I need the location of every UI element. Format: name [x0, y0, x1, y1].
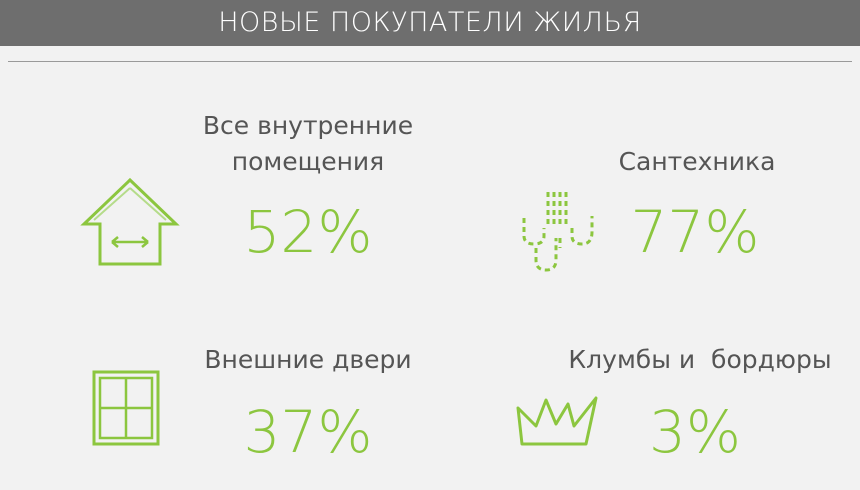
item-label: Клумбы и бордюры: [568, 345, 832, 374]
item-label: Внешние двери: [204, 345, 412, 374]
window-icon: [92, 370, 160, 446]
item-value: 77%: [630, 198, 760, 266]
item-value: 52%: [243, 198, 373, 266]
divider: [8, 61, 852, 62]
item-label: Все внутренние помещения: [202, 111, 422, 176]
item-value: 3%: [648, 398, 741, 466]
grass-icon: [516, 396, 598, 446]
house-icon: [80, 177, 180, 266]
shower-icon: [522, 192, 594, 272]
item-value: 37%: [243, 398, 373, 466]
item-label: Сантехника: [618, 147, 776, 176]
header-title: НОВЫЕ ПОКУПАТЕЛИ ЖИЛЬЯ: [0, 0, 860, 46]
